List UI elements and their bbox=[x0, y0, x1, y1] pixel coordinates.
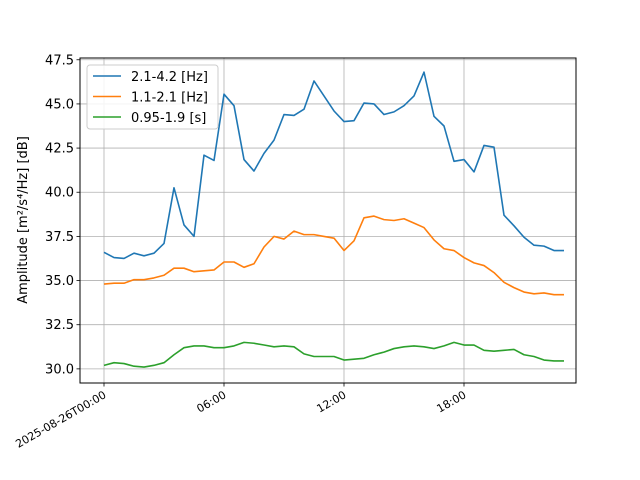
y-tick-label: 37.5 bbox=[45, 230, 74, 245]
legend-label-1: 2.1-4.2 [Hz] bbox=[131, 70, 208, 85]
y-tick-label: 42.5 bbox=[45, 142, 74, 157]
y-tick-label: 32.5 bbox=[45, 318, 74, 333]
legend-label-2: 1.1-2.1 [Hz] bbox=[131, 91, 208, 106]
plot-frame bbox=[79, 57, 577, 384]
plot-lines bbox=[103, 71, 564, 368]
series-line-2 bbox=[103, 215, 564, 296]
y-axis-label: Amplitude [m²/s⁴/Hz] [dB] bbox=[16, 136, 31, 304]
legend: 2.1-4.2 [Hz] 1.1-2.1 [Hz] 0.95-1.9 [s] bbox=[86, 64, 219, 130]
legend-label-3: 0.95-1.9 [s] bbox=[131, 111, 206, 126]
y-tick-label: 45.0 bbox=[45, 97, 74, 112]
series-line-1 bbox=[103, 71, 564, 260]
y-tick-label: 35.0 bbox=[45, 274, 74, 289]
y-tick-label: 30.0 bbox=[45, 362, 74, 377]
series-line-3 bbox=[103, 341, 564, 368]
y-tick-label: 40.0 bbox=[45, 186, 74, 201]
legend-box bbox=[86, 64, 219, 130]
y-tick-label: 47.5 bbox=[45, 53, 74, 68]
